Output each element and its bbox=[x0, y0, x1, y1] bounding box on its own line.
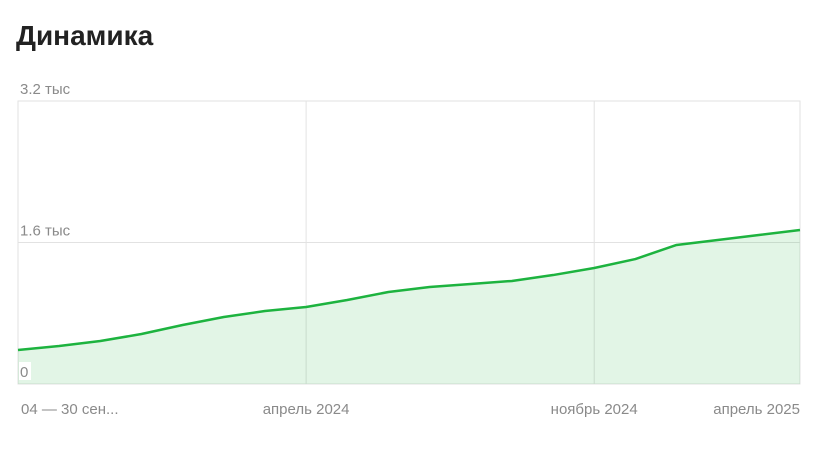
label-bg bbox=[19, 362, 31, 380]
x-tick-label: 04 — 30 сен... bbox=[21, 401, 119, 418]
x-tick-label: апрель 2024 bbox=[263, 401, 350, 418]
y-tick-label: 1.6 тыс bbox=[20, 223, 71, 240]
x-tick-label: ноябрь 2024 bbox=[551, 401, 638, 418]
chart-title: Динамика bbox=[16, 20, 154, 51]
area bbox=[18, 230, 800, 384]
y-tick-label: 0 bbox=[20, 364, 28, 381]
line bbox=[17, 228, 801, 352]
x-tick-label: апрель 2025 bbox=[713, 401, 800, 418]
y-tick-label: 3.2 тыс bbox=[20, 81, 71, 98]
